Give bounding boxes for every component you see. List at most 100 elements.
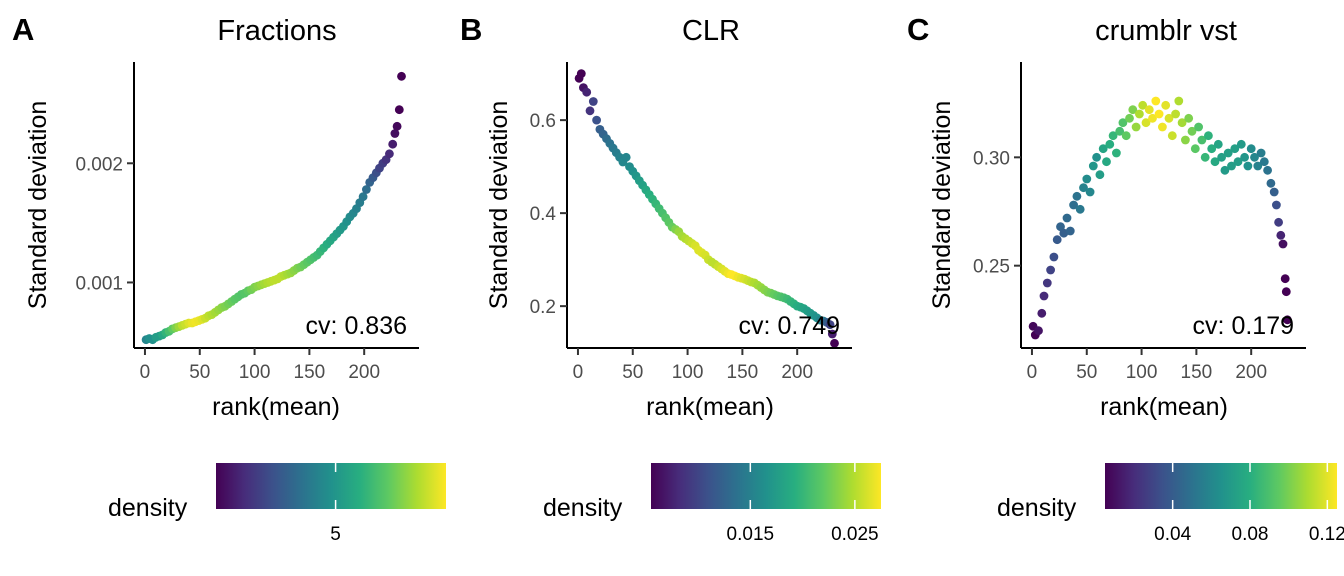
data-point <box>1233 157 1243 167</box>
data-point <box>1141 118 1151 128</box>
panel-c-x-label: rank(mean) <box>1100 393 1228 421</box>
data-point <box>585 106 595 116</box>
data-point <box>1197 135 1207 145</box>
data-point <box>1204 131 1213 141</box>
data-point <box>1200 152 1210 162</box>
data-point <box>1217 152 1226 162</box>
panel-b-y-label: Standard deviation <box>485 101 513 309</box>
data-point <box>1210 157 1220 167</box>
panel-b-legend-colorbar <box>651 463 881 509</box>
data-point <box>1184 113 1194 123</box>
data-point <box>1082 174 1092 184</box>
panel-b: B CLR 0.20.40.6 0 50 100 150 200 rank(mean) … <box>460 12 881 545</box>
data-point <box>1065 226 1075 236</box>
data-point <box>1118 118 1128 128</box>
data-point <box>1194 122 1203 132</box>
panel-c-points <box>1028 96 1292 340</box>
data-point <box>1135 109 1144 119</box>
data-point <box>1154 109 1164 119</box>
data-point <box>1177 118 1187 128</box>
x-tick-label: 150 <box>1181 362 1213 383</box>
data-point <box>621 152 631 162</box>
panel-b-legend-title: density <box>543 494 623 522</box>
panel-a-points <box>141 71 406 345</box>
x-tick-label: 200 <box>1235 362 1267 383</box>
panel-c-tag: C <box>907 12 929 47</box>
panel-a-legend-colorbar <box>216 463 446 509</box>
data-point <box>1266 178 1276 188</box>
data-point <box>390 129 400 138</box>
data-point <box>1062 213 1072 223</box>
panel-a-legend-ticks: 5 <box>330 463 341 545</box>
panel-b-y-ticks: 0.2 0.4 0.6 <box>530 111 567 318</box>
panel-c-title: crumblr vst <box>1095 15 1237 47</box>
panel-b-x-label: rank(mean) <box>646 393 774 421</box>
data-point <box>1034 326 1043 336</box>
data-point <box>1151 96 1161 106</box>
data-point <box>588 97 598 106</box>
data-point <box>1128 105 1138 115</box>
x-tick-label: 200 <box>348 362 380 383</box>
x-tick-label: 100 <box>239 362 271 383</box>
data-point <box>1085 187 1095 197</box>
panel-a-tag: A <box>12 12 34 47</box>
panel-c: C crumblr vst 0.25 0.30 0 50 100 150 200 rank… <box>907 12 1344 545</box>
data-point <box>358 192 368 202</box>
panel-b-tag: B <box>460 12 482 47</box>
data-point <box>1227 161 1236 171</box>
data-point <box>397 71 406 81</box>
data-point <box>1161 100 1171 110</box>
y-tick-label: 0.002 <box>75 154 123 175</box>
data-point <box>582 87 592 97</box>
y-tick-label: 0.001 <box>75 273 123 294</box>
data-point <box>1181 135 1190 145</box>
data-point <box>1069 200 1078 210</box>
x-tick-label: 50 <box>189 362 210 383</box>
x-tick-label: 100 <box>1126 362 1158 383</box>
data-point <box>1276 230 1286 240</box>
panel-b-x-ticks: 0 50 100 150 200 <box>573 348 813 383</box>
legend-tick-label: 5 <box>330 524 341 545</box>
legend-tick-label: 0.015 <box>727 524 775 545</box>
data-point <box>1283 315 1292 325</box>
legend-tick-label: 0.025 <box>831 524 879 545</box>
panel-a-x-ticks: 0 50 100 150 200 <box>140 348 380 383</box>
data-point <box>1278 239 1288 249</box>
y-tick-label: 0.2 <box>530 297 556 318</box>
panel-a-cv-annotation: cv: 0.836 <box>306 312 407 340</box>
data-point <box>1131 122 1141 132</box>
x-tick-label: 150 <box>294 362 326 383</box>
data-point <box>1108 131 1118 141</box>
data-point <box>1220 165 1230 175</box>
panel-c-legend-colorbar <box>1105 463 1337 509</box>
x-tick-label: 0 <box>1027 362 1038 383</box>
data-point <box>1281 287 1291 297</box>
data-point <box>1121 131 1131 141</box>
data-point <box>362 185 371 194</box>
data-point <box>392 121 402 131</box>
x-tick-label: 0 <box>140 362 151 383</box>
data-point <box>388 139 398 149</box>
data-point <box>1187 126 1197 136</box>
x-tick-label: 100 <box>672 362 704 383</box>
data-point <box>1269 187 1279 197</box>
data-point <box>1056 222 1065 232</box>
data-point <box>1138 100 1148 110</box>
data-point <box>1207 144 1217 154</box>
panel-c-y-label: Standard deviation <box>928 101 956 309</box>
panel-a-x-label: rank(mean) <box>212 393 340 421</box>
data-point <box>592 115 601 125</box>
panel-a-y-ticks: 0.001 0.002 <box>75 154 134 294</box>
data-point <box>1039 291 1049 301</box>
data-point <box>1274 217 1283 227</box>
data-point <box>830 338 839 348</box>
data-point <box>1240 152 1249 162</box>
data-point <box>1236 139 1246 149</box>
panel-a: A Fractions 0.001 0.002 0 50 100 150 200 rank… <box>12 12 446 545</box>
data-point <box>1046 265 1055 275</box>
x-tick-label: 50 <box>622 362 643 383</box>
data-point <box>1102 157 1111 167</box>
data-point <box>827 329 837 339</box>
panel-b-legend-ticks: 0.015 0.025 <box>727 463 879 545</box>
